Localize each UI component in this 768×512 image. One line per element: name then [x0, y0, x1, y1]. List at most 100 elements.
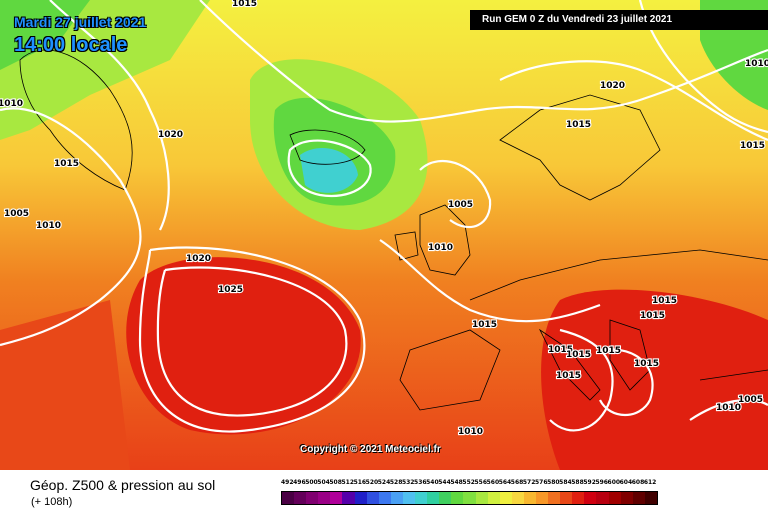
- color-scale-tick: 552: [462, 479, 475, 486]
- color-scale-bar: [281, 491, 658, 505]
- z500-field-ridge: [126, 257, 361, 435]
- isobar-label: 1010: [0, 99, 23, 109]
- color-scale-tick: 528: [389, 479, 403, 486]
- color-scale-tick: 564: [498, 479, 512, 486]
- isobar-label: 1015: [640, 311, 665, 321]
- z500-field-greenland-core: [0, 0, 90, 70]
- color-scale-tick: 576: [534, 479, 548, 486]
- color-scale: 492 496 500 504 508 512 516 520 524 528 532 536 540 5…: [281, 479, 658, 505]
- color-scale-tick: 536: [414, 479, 427, 486]
- isobar-label: 1010: [745, 59, 768, 69]
- color-scale-swatch: [596, 492, 609, 504]
- color-scale-tick: 560: [486, 479, 500, 486]
- isobar-label: 1015: [556, 371, 581, 381]
- color-scale-swatch: [560, 492, 573, 504]
- isobar-label: 1010: [458, 427, 483, 437]
- copyright-text: Copyright © 2021 Meteociel.fr: [300, 444, 441, 455]
- color-scale-swatch: [282, 492, 295, 504]
- color-scale-tick: 592: [583, 479, 596, 486]
- color-scale-tick: 596: [595, 479, 608, 486]
- isobar-label: 1010: [716, 403, 741, 413]
- color-scale-swatch: [390, 492, 403, 504]
- isobar-label: 1020: [186, 254, 211, 264]
- color-scale-swatch: [644, 492, 657, 504]
- coastlines: [19, 49, 768, 411]
- color-scale-swatch: [330, 492, 343, 504]
- color-scale-labels: 492 496 500 504 508 512 516 520 524 528 532 536 540 5…: [281, 479, 658, 489]
- color-scale-tick: 512: [341, 479, 354, 486]
- isobar-label: 1010: [36, 221, 61, 231]
- color-scale-tick: 604: [619, 479, 633, 486]
- color-scale-swatch: [535, 492, 549, 504]
- color-scale-tick: 612: [643, 479, 657, 486]
- isobar-label: 1005: [738, 395, 763, 405]
- color-scale-swatch: [572, 492, 585, 504]
- color-scale-tick: 568: [510, 479, 524, 486]
- isobar-label: 1015: [232, 0, 257, 9]
- isobar-label: 1015: [566, 350, 591, 360]
- z500-field-trough-core: [300, 147, 358, 193]
- color-scale-tick: 524: [377, 479, 391, 486]
- isobar-label: 1015: [634, 359, 659, 369]
- color-scale-tick: 580: [547, 479, 560, 486]
- map-canvas: 1015 1010 1020 1015 1005 1010 1020 1025 …: [0, 0, 768, 470]
- color-scale-tick: 504: [317, 479, 330, 486]
- color-scale-swatch: [402, 492, 416, 504]
- z500-field-mediterranean: [541, 289, 768, 470]
- color-scale-tick: 556: [474, 479, 488, 486]
- color-scale-tick: 544: [438, 479, 451, 486]
- color-scale-tick: 500: [305, 479, 318, 486]
- weather-map: 1015 1010 1020 1015 1005 1010 1020 1025 …: [0, 0, 768, 470]
- color-scale-swatch: [584, 492, 597, 504]
- color-scale-swatch: [620, 492, 633, 504]
- isobar-labels: 1015 1010 1020 1015 1005 1010 1020 1025 …: [0, 0, 768, 438]
- color-scale-tick: 532: [401, 479, 415, 486]
- color-scale-swatch: [608, 492, 621, 504]
- color-scale-swatch: [318, 492, 331, 504]
- color-scale-swatch: [632, 492, 645, 504]
- color-scale-swatch: [463, 492, 476, 504]
- isobar-label: 1015: [566, 120, 591, 130]
- isobar-label: 1005: [448, 200, 473, 210]
- color-scale-swatch: [354, 492, 367, 504]
- color-scale-swatch: [475, 492, 488, 504]
- color-scale-swatch: [487, 492, 500, 504]
- color-scale-swatch: [415, 492, 428, 504]
- color-scale-swatch: [366, 492, 379, 504]
- color-scale-swatch: [511, 492, 524, 504]
- forecast-time: 14:00 locale: [14, 34, 128, 56]
- color-scale-swatch: [523, 492, 536, 504]
- color-scale-tick: 584: [559, 479, 572, 486]
- color-scale-swatch: [306, 492, 319, 504]
- color-scale-swatch: [294, 492, 307, 504]
- color-scale-tick: 496: [293, 479, 306, 486]
- isobar-label: 1005: [4, 209, 29, 219]
- color-scale-swatch: [451, 492, 464, 504]
- color-scale-tick: 588: [571, 479, 584, 486]
- color-scale-tick: 508: [329, 479, 342, 486]
- isobar-label: 1020: [158, 130, 183, 140]
- color-scale-tick: 520: [365, 479, 379, 486]
- model-run-banner: Run GEM 0 Z du Vendredi 23 juillet 2021: [470, 10, 768, 30]
- color-scale-swatch: [342, 492, 355, 504]
- isobar-label: 1015: [596, 346, 621, 356]
- isobar-label: 1015: [652, 296, 677, 306]
- isobar-label: 1015: [740, 141, 765, 151]
- color-scale-tick: 516: [353, 479, 367, 486]
- product-title: Géop. Z500 & pression au sol: [30, 477, 216, 493]
- forecast-offset: (+ 108h): [31, 496, 73, 508]
- isobar-label: 1015: [472, 320, 497, 330]
- isobar-label: 1010: [428, 243, 453, 253]
- color-scale-swatch: [427, 492, 440, 504]
- color-scale-swatch: [548, 492, 561, 504]
- color-scale-swatch: [439, 492, 452, 504]
- isobar-label: 1015: [548, 345, 573, 355]
- color-scale-swatch: [499, 492, 512, 504]
- color-scale-tick: 608: [631, 479, 645, 486]
- color-scale-tick: 548: [450, 479, 463, 486]
- isobar-label: 1025: [218, 285, 243, 295]
- z500-field-southwest: [0, 300, 130, 470]
- color-scale-tick: 600: [607, 479, 621, 486]
- isobars: [0, 0, 768, 432]
- color-scale-swatch: [378, 492, 391, 504]
